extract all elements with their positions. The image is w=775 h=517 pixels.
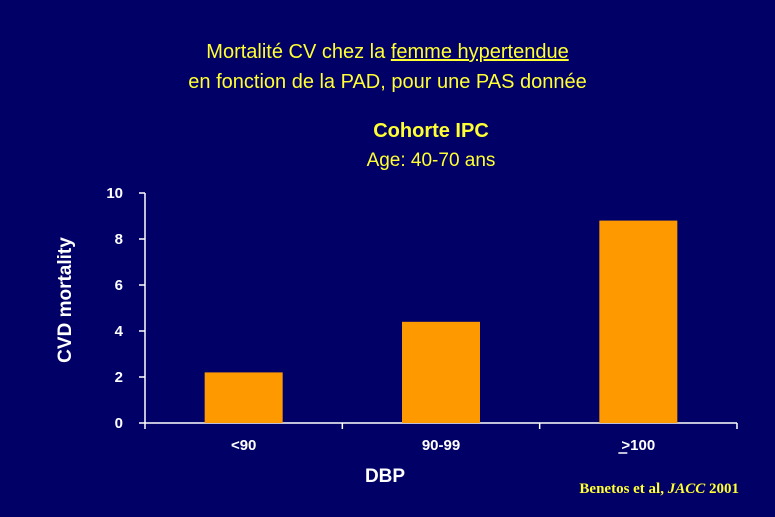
title-line-1: Mortalité CV chez la femme hypertendue (0, 37, 775, 67)
title-underlined-text: femme hypertendue (390, 41, 569, 63)
y-tick-label: 10 (106, 185, 123, 202)
x-tick-label: 90-99 (422, 437, 460, 454)
y-tick-label: 0 (115, 415, 123, 432)
citation-journal: JACC (667, 481, 706, 497)
subtitle-age: Age: 40-70 ans (366, 150, 496, 171)
bar (402, 321, 480, 423)
subtitle-cohort: Cohorte IPC (373, 120, 489, 142)
x-tick-label: <90 (231, 437, 256, 454)
y-axis-title-text: CVD mortality (55, 237, 76, 363)
y-tick-label: 6 (115, 277, 123, 294)
y-tick-label: 4 (115, 323, 124, 340)
bar (599, 220, 678, 423)
title-line-1-text: Mortalité CV chez la (206, 41, 391, 63)
citation: Benetos et al, JACC 2001 (579, 481, 739, 498)
citation-year: 2001 (705, 481, 739, 497)
x-axis-title: DBP (364, 466, 406, 487)
y-tick-label: 8 (115, 231, 123, 248)
y-tick-label: 2 (115, 369, 123, 386)
x-tick-label: >100 (621, 437, 655, 454)
citation-authors: Benetos et al, (579, 481, 668, 497)
bar (204, 372, 283, 423)
title-line-2: en fonction de la PAD, pour une PAS donn… (188, 71, 587, 93)
